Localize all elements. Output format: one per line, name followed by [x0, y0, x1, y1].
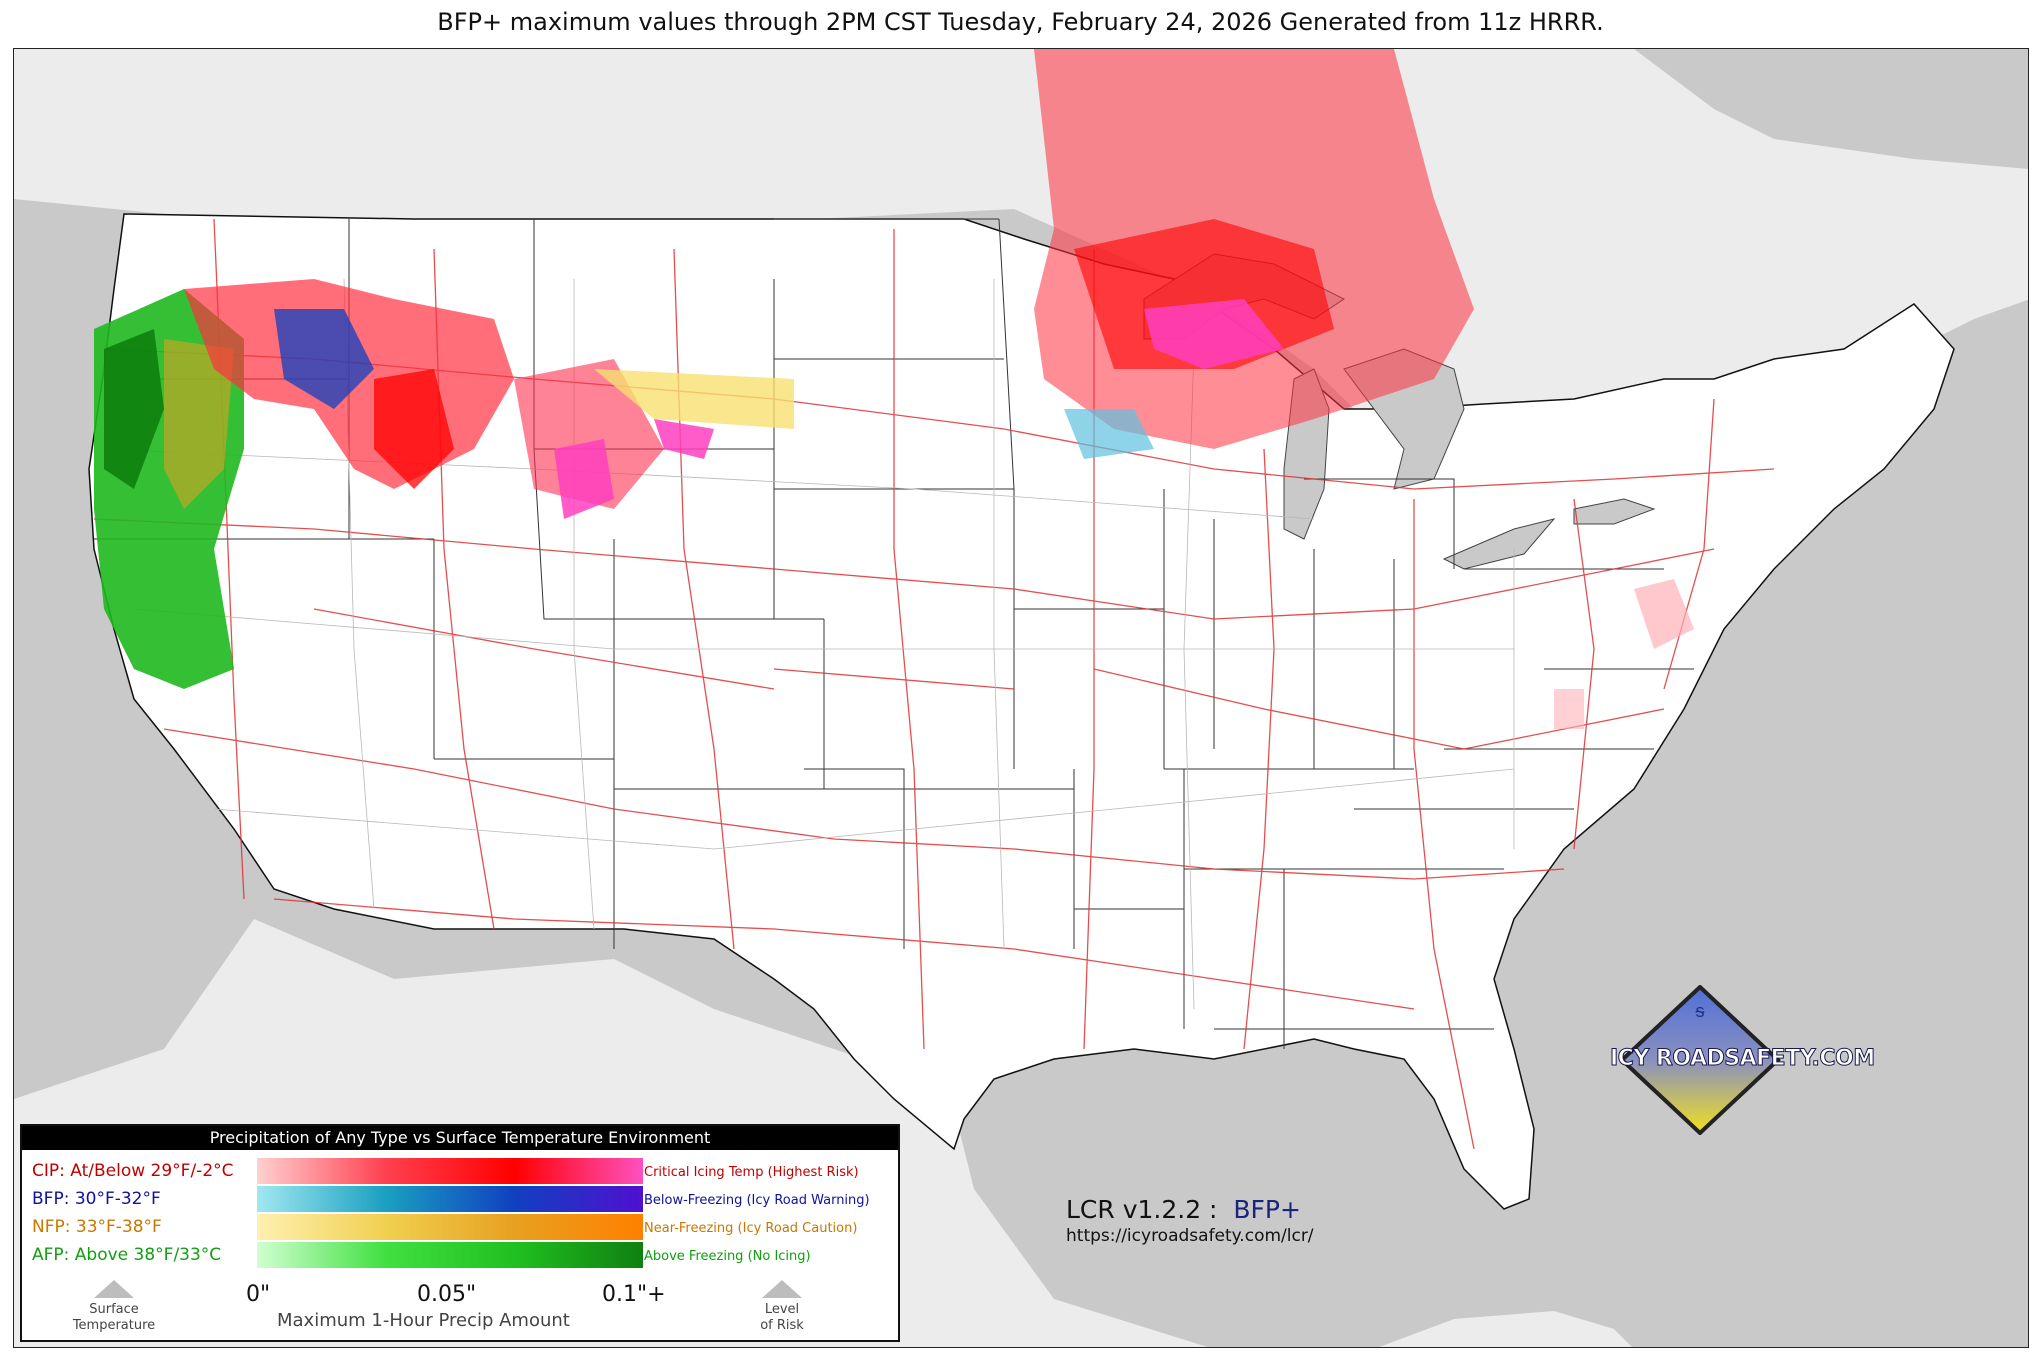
legend-desc-nfp: Near-Freezing (Icy Road Caution) [644, 1221, 858, 1236]
cuba-land [1379, 1311, 1632, 1347]
logo-text: ICY ROADSAFETY.COM [1610, 1046, 1876, 1072]
legend-box: Precipitation of Any Type vs Surface Tem… [20, 1124, 900, 1342]
icy-road-safety-logo: ᵴ [1619, 985, 1781, 1135]
legend-bar-nfp [257, 1214, 643, 1240]
legend-bar-afp [257, 1242, 643, 1268]
legend-tick-0: 0" [246, 1282, 271, 1307]
version-label: LCR v1.2.2 : BFP+ [1066, 1195, 1301, 1224]
map-title: BFP+ maximum values through 2PM CST Tues… [437, 8, 1604, 36]
svg-text:ᵴ: ᵴ [1695, 1001, 1705, 1022]
precip-overlays [94, 49, 1694, 729]
state-borders [94, 218, 1694, 1049]
legend-caption: Maximum 1-Hour Precip Amount [277, 1310, 570, 1331]
legend-heading: Precipitation of Any Type vs Surface Tem… [22, 1126, 898, 1150]
level-of-risk-label: Level of Risk [760, 1302, 804, 1333]
legend-tick-1: 0.05" [417, 1282, 477, 1307]
lake-ontario [1573, 498, 1656, 525]
level-of-risk-arrow-icon [762, 1280, 802, 1298]
surface-temperature-label: Surface Temperature [72, 1302, 156, 1333]
lake-erie [1442, 518, 1556, 570]
legend-label-bfp: BFP: 30°F-32°F [32, 1189, 161, 1209]
legend-bar-bfp [257, 1186, 643, 1212]
secondary-roads [103, 278, 1515, 1010]
legend-desc-bfp: Below-Freezing (Icy Road Warning) [644, 1193, 870, 1208]
legend-label-nfp: NFP: 33°F-38°F [32, 1217, 162, 1237]
source-url: https://icyroadsafety.com/lcr/ [1066, 1226, 1314, 1246]
legend-tick-2: 0.1"+ [602, 1282, 666, 1307]
legend-desc-cip: Critical Icing Temp (Highest Risk) [644, 1165, 859, 1180]
legend-label-cip: CIP: At/Below 29°F/-2°C [32, 1161, 234, 1181]
legend-desc-afp: Above Freezing (No Icing) [644, 1249, 811, 1264]
legend-bar-cip [257, 1158, 643, 1184]
surface-temperature-arrow-icon [94, 1280, 134, 1298]
legend-label-afp: AFP: Above 38°F/33°C [32, 1245, 222, 1265]
